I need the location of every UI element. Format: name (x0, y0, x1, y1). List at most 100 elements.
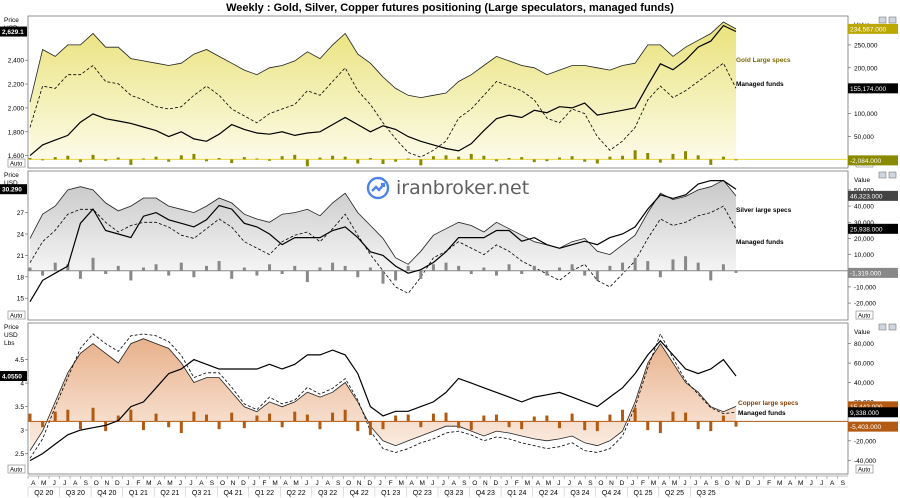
copper-net-bar (608, 414, 612, 422)
gold-net-bar (570, 156, 574, 160)
silver-net-bar (520, 270, 524, 274)
month-label: J (252, 480, 255, 487)
copper-value-label-box (848, 421, 898, 432)
gold-right-tick-label: 100,000 (854, 111, 878, 118)
gold-net-bar (595, 159, 599, 164)
gold-net-bar (242, 157, 246, 160)
silver-net-bar (457, 265, 461, 271)
gold-net-bar (331, 155, 335, 160)
month-label: N (231, 480, 236, 487)
month-label: D (367, 480, 372, 487)
gold-net-bar (53, 157, 57, 160)
quarter-label: Q3 25 (697, 490, 716, 497)
month-label: D (746, 480, 751, 487)
copper-managed-funds-line (29, 332, 737, 459)
copper-net-bar (595, 421, 599, 432)
gold-net-bar (457, 156, 461, 160)
gold-price-label: 2,629.1 (2, 29, 24, 36)
quarter-label: Q1 21 (129, 490, 148, 497)
month-label: A (662, 480, 667, 487)
copper-auto-right-box (855, 464, 874, 474)
month-label: O (725, 480, 730, 487)
silver-net-bar (558, 267, 561, 271)
silver-net-bar (671, 259, 675, 271)
gold-managed-funds-line (29, 62, 737, 158)
month-label: M (525, 480, 530, 487)
copper-net-bar (570, 413, 574, 422)
gold-price-line (29, 24, 737, 157)
copper-net-bar (242, 421, 246, 429)
quarter-label: Q4 24 (602, 490, 621, 497)
gold-net-bar (41, 159, 45, 161)
month-label: M (398, 480, 403, 487)
copper-left-axis-label: Price (4, 324, 19, 331)
silver-left-tick-label: 24 (17, 232, 25, 239)
gold-net-bar (494, 159, 498, 162)
month-label: S (336, 480, 341, 487)
watermark-text: iranbroker.net (396, 177, 530, 199)
copper-right-axis-label: Value (854, 329, 871, 336)
copper-net-bar (104, 421, 108, 432)
month-label: A (199, 480, 204, 487)
gold-net-bar (444, 155, 448, 160)
copper-value-label-box (848, 401, 898, 412)
quarter-label: Q2 24 (539, 490, 558, 497)
gold-left-tick-label: 1,600 (8, 153, 25, 160)
silver-net-bar (242, 267, 246, 271)
gold-net-bar (368, 158, 372, 160)
silver-auto-right-box (855, 310, 874, 320)
quarter-label: Q2 25 (665, 490, 684, 497)
silver-net-bar (141, 267, 145, 271)
month-label: A (830, 480, 835, 487)
gold-net-bar (419, 159, 423, 166)
silver-price-label-box (0, 184, 27, 195)
month-label: M (167, 480, 172, 487)
copper-right-tick-label: 80,000 (854, 341, 874, 348)
silver-net-bar (545, 270, 549, 276)
gold-value-label: 155,174.000 (850, 86, 887, 93)
month-label: M (41, 480, 46, 487)
silver-managed-funds-name: Managed funds (736, 239, 784, 246)
gold-net-bar (558, 157, 561, 160)
silver-value-label-box (848, 267, 898, 278)
copper-net-bar (305, 414, 309, 422)
gold-auto-left: Auto (10, 162, 23, 168)
month-label: S (841, 480, 846, 487)
copper-net-bar (482, 415, 486, 422)
gold-net-bar (658, 159, 662, 163)
month-label: J (757, 480, 760, 487)
gold-net-bar (381, 159, 385, 164)
silver-net-bar (633, 257, 637, 271)
copper-net-bar (41, 421, 45, 428)
copper-net-bar (280, 421, 284, 428)
silver-net-bar (217, 261, 221, 271)
copper-price-label-box (0, 371, 27, 381)
gold-net-bar (129, 159, 133, 165)
copper-net-bar (658, 421, 662, 434)
copper-net-bar (545, 415, 549, 422)
copper-net-bar (129, 409, 133, 422)
month-label: A (410, 480, 415, 487)
copper-left-tick-label: 4 (20, 381, 24, 388)
month-label: J (126, 480, 129, 487)
silver-minimize-icon (878, 171, 887, 179)
silver-net-bar (66, 264, 70, 271)
silver-net-bar (482, 267, 486, 271)
gold-net-bar (671, 153, 675, 160)
silver-net-bar (406, 265, 410, 271)
month-label: A (325, 480, 330, 487)
month-label: J (683, 480, 686, 487)
copper-net-bar (457, 421, 461, 429)
month-label: F (767, 480, 771, 487)
silver-value-label-box (848, 190, 898, 201)
gold-right-tick-label: 250,000 (854, 42, 878, 49)
copper-net-bar (558, 421, 561, 429)
quarter-label: Q1 22 (255, 490, 274, 497)
copper-right-tick-label: -20,000 (854, 438, 876, 445)
gold-net-bar (78, 159, 82, 163)
month-label: J (53, 480, 56, 487)
month-label: F (263, 480, 267, 487)
month-label: M (546, 480, 551, 487)
copper-left-tick-label: 3.5 (15, 404, 24, 411)
